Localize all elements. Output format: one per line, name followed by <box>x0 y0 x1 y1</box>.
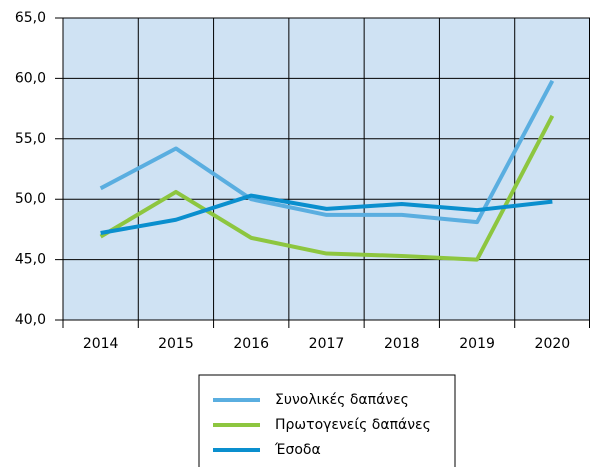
legend-label: Έσοδα <box>274 442 321 458</box>
y-tick-label: 65,0 <box>15 10 46 26</box>
series-line <box>100 193 553 235</box>
legend-label: Συνολικές δαπάνες <box>275 392 409 408</box>
y-tick-label: 50,0 <box>15 191 46 207</box>
x-tick-label: 2014 <box>83 336 119 352</box>
y-tick-label: 60,0 <box>15 70 46 86</box>
legend-label: Πρωτογενείς δαπάνες <box>275 417 431 433</box>
y-tick-label: 55,0 <box>15 131 46 147</box>
y-tick-label: 45,0 <box>15 252 46 268</box>
x-tick-label: 2018 <box>384 336 420 352</box>
plot-area <box>63 18 590 320</box>
x-tick-label: 2017 <box>309 336 345 352</box>
x-tick-label: 2016 <box>233 336 269 352</box>
series-line <box>99 79 555 225</box>
x-tick-label: 2015 <box>158 336 194 352</box>
x-tick-label: 2020 <box>535 336 571 352</box>
y-tick-label: 40,0 <box>15 312 46 328</box>
x-tick-label: 2019 <box>459 336 495 352</box>
series-line <box>99 114 555 262</box>
